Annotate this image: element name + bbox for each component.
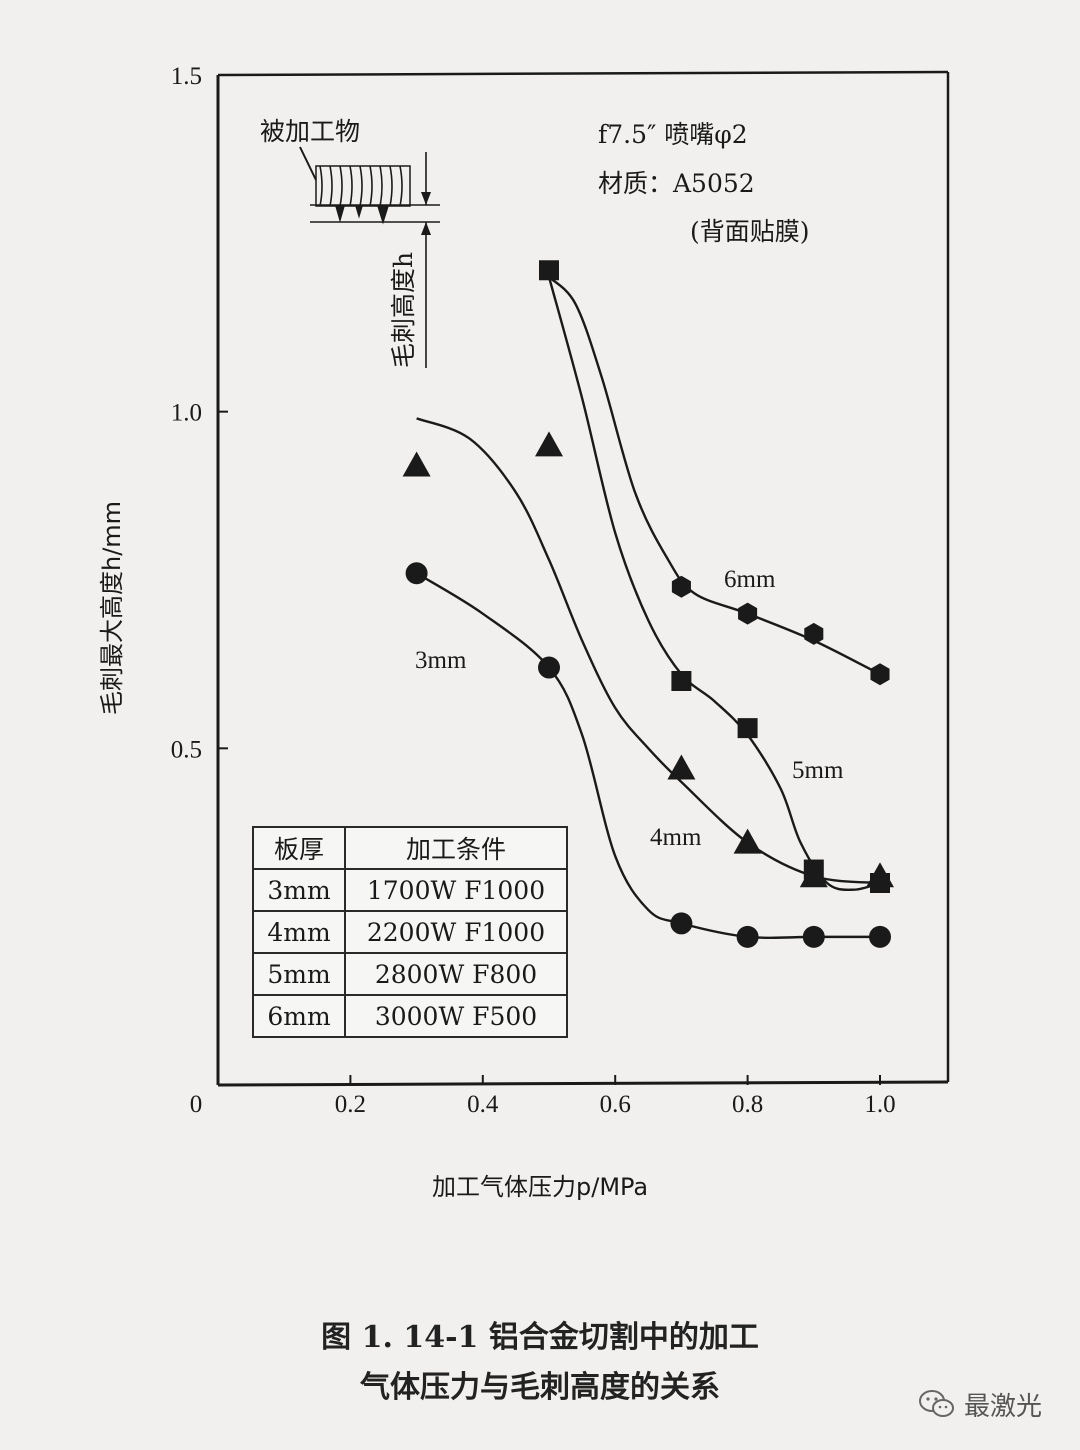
y-tick-label: 1.5 xyxy=(171,63,202,90)
x-axis-label: 加工气体压力p/MPa xyxy=(432,1173,648,1201)
y-axis-label: 毛刺最大高度h/mm xyxy=(98,501,126,715)
watermark: 最激光 xyxy=(918,1386,1042,1422)
series-line-6mm xyxy=(548,276,881,676)
workpiece-leader-line xyxy=(299,146,317,181)
data-point-4mm xyxy=(402,451,431,477)
legend-row: 4mm 2200W F1000 xyxy=(252,910,568,954)
x-tick-label: 0.4 xyxy=(467,1091,499,1118)
data-point-3mm xyxy=(736,925,759,948)
data-point-5mm xyxy=(803,859,824,880)
legend-header-condition: 加工条件 xyxy=(344,826,568,870)
legend-table: 板厚 加工条件 3mm 1700W F1000 4mm 2200W F1000 … xyxy=(252,826,568,1038)
series-curves xyxy=(415,276,881,940)
data-point-3mm xyxy=(670,912,693,935)
series-label-4mm: 4mm xyxy=(650,824,702,851)
series-label-3mm: 3mm xyxy=(415,647,467,674)
data-point-5mm xyxy=(671,671,692,691)
setup-annotation-line3: (背面贴膜) xyxy=(690,217,810,246)
data-point-4mm xyxy=(733,828,762,854)
series-label-5mm: 5mm xyxy=(792,757,844,784)
x-tick-label: 0.6 xyxy=(600,1091,631,1118)
legend-thickness-cell: 3mm xyxy=(252,868,346,912)
legend-thickness-cell: 6mm xyxy=(252,994,346,1038)
figure-caption-line2: 气体压力与毛刺高度的关系 xyxy=(360,1370,720,1405)
series-label-6mm: 6mm xyxy=(724,566,776,593)
burr-arrow-up xyxy=(421,222,431,235)
legend-condition-cell: 2200W F1000 xyxy=(344,910,568,954)
x-tick-label: 1.0 xyxy=(864,1091,895,1118)
y-tick-label: 0.5 xyxy=(171,736,202,763)
watermark-text: 最激光 xyxy=(964,1391,1043,1422)
series-line-4mm xyxy=(416,417,881,885)
workpiece-diagram: 被加工物 毛刺高度h xyxy=(260,117,440,368)
data-point-5mm xyxy=(737,718,758,739)
wechat-icon xyxy=(919,1390,954,1417)
legend-row: 5mm 2800W F800 xyxy=(252,952,568,996)
data-point-3mm xyxy=(538,656,560,679)
data-point-6mm xyxy=(870,663,890,686)
legend-row: 3mm 1700W F1000 xyxy=(252,868,568,912)
workpiece-hatch xyxy=(315,165,411,225)
series-line-5mm xyxy=(547,276,881,891)
y-tick-label: 1.0 xyxy=(171,400,202,427)
legend-header-row: 板厚 加工条件 xyxy=(252,826,568,870)
x-axis xyxy=(217,1080,949,1087)
legend-header-thickness: 板厚 xyxy=(252,826,346,870)
legend-thickness-cell: 4mm xyxy=(252,910,346,954)
burr-height-label: 毛刺高度h xyxy=(389,252,418,368)
data-point-3mm xyxy=(869,925,891,948)
series-line-3mm xyxy=(415,572,880,940)
data-point-3mm xyxy=(802,925,825,948)
setup-annotation-line1: f7.5″ 喷嘴φ2 xyxy=(598,120,748,149)
series-markers xyxy=(402,260,894,948)
data-point-6mm xyxy=(804,622,824,645)
x-tick-label: 0.2 xyxy=(335,1091,366,1118)
data-point-4mm xyxy=(535,431,563,457)
data-point-5mm xyxy=(539,260,559,281)
legend-condition-cell: 2800W F800 xyxy=(344,952,568,996)
legend-condition-cell: 3000W F500 xyxy=(344,994,568,1038)
data-point-4mm xyxy=(667,754,696,780)
ticks: 0 0.2 0.4 0.6 0.8 1.0 0.5 1.0 1.5 xyxy=(171,63,896,1118)
data-point-6mm xyxy=(738,602,758,625)
top-frame xyxy=(217,70,949,77)
legend-row: 6mm 3000W F500 xyxy=(252,994,568,1038)
x-tick-label: 0 xyxy=(190,1091,203,1118)
data-point-5mm xyxy=(870,873,890,893)
burr-arrow-down xyxy=(421,192,431,205)
legend-condition-cell: 1700W F1000 xyxy=(344,868,568,912)
data-point-6mm xyxy=(671,575,691,598)
workpiece-label: 被加工物 xyxy=(260,117,360,146)
figure-caption-line1: 图 1. 14-1 铝合金切割中的加工 xyxy=(321,1320,759,1355)
x-tick-label: 0.8 xyxy=(732,1091,763,1118)
setup-annotation-line2: 材质：A5052 xyxy=(598,169,755,198)
data-point-3mm xyxy=(405,562,428,585)
legend-thickness-cell: 5mm xyxy=(252,952,346,996)
